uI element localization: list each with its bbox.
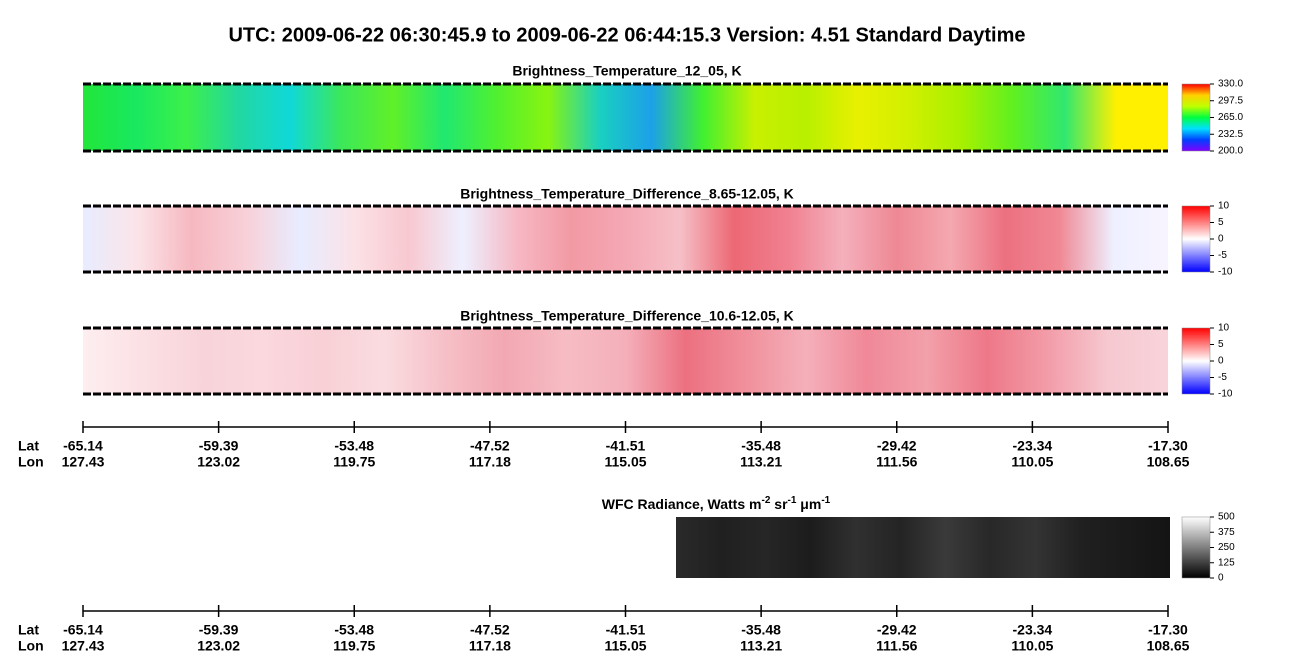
lat-tick-label: -35.48 [741, 438, 781, 454]
lon-tick-label: 119.75 [333, 638, 375, 654]
colorbar-tick-label: 330.0 [1218, 79, 1243, 90]
title-part: -1 [821, 495, 830, 506]
lon-tick-label: 110.05 [1011, 454, 1053, 470]
lon-tick-label: 123.02 [197, 638, 240, 654]
lon-tick-label: 115.05 [604, 638, 646, 654]
lat-tick-label: -41.51 [606, 622, 646, 638]
lon-tick-label: 117.18 [469, 454, 511, 470]
lat-tick-label: -53.48 [334, 438, 374, 454]
lon-tick-label: 110.05 [1011, 638, 1053, 654]
image-strip [676, 517, 1170, 578]
lon-tick-label: 117.18 [469, 638, 511, 654]
colorbar-tick-label: -10 [1218, 389, 1233, 400]
lat-tick-label: -47.52 [470, 438, 510, 454]
colorbar-tick-label: 10 [1218, 201, 1230, 212]
lon-tick-label: 123.02 [197, 454, 240, 470]
colorbar-tick-label: 250 [1218, 542, 1235, 553]
lat-tick-label: -23.34 [1013, 438, 1053, 454]
axis-row-label: Lon [18, 638, 44, 654]
colorbar-tick-label: 375 [1218, 527, 1235, 538]
lat-tick-label: -23.34 [1013, 622, 1053, 638]
colorbar-tick-label: 10 [1218, 323, 1230, 334]
lon-tick-label: 127.43 [62, 638, 105, 654]
lon-tick-label: 111.56 [876, 638, 917, 654]
lon-tick-label: 111.56 [876, 454, 917, 470]
title-part: sr [770, 496, 788, 512]
lon-tick-label: 108.65 [1147, 454, 1190, 470]
panel-title: Brightness_Temperature_Difference_8.65-1… [460, 186, 794, 202]
lon-tick-label: 113.21 [740, 454, 782, 470]
lon-tick-label: 119.75 [333, 454, 375, 470]
colorbar-tick-label: 5 [1218, 339, 1224, 350]
lat-tick-label: -29.42 [877, 622, 917, 638]
colorbar-tick-label: 500 [1218, 512, 1235, 523]
lat-tick-label: -29.42 [877, 438, 917, 454]
lat-tick-label: -59.39 [199, 622, 239, 638]
lat-tick-label: -65.14 [63, 438, 103, 454]
lat-tick-label: -65.14 [63, 622, 103, 638]
title-part: -2 [761, 495, 770, 506]
colorbar-tick-label: 232.5 [1218, 129, 1243, 140]
colorbar-tick-label: 125 [1218, 557, 1235, 568]
image-strip [83, 328, 1168, 394]
title-part: -1 [788, 495, 797, 506]
lon-tick-label: 115.05 [604, 454, 646, 470]
colorbar-tick-label: 265.0 [1218, 112, 1243, 123]
colorbar [1181, 516, 1211, 579]
lon-tick-label: 127.43 [62, 454, 105, 470]
axis-row-label: Lat [18, 622, 39, 638]
panel-title: WFC Radiance, Watts m-2 sr-1 μm-1 [602, 495, 831, 512]
lon-tick-label: 113.21 [740, 638, 782, 654]
lat-tick-label: -41.51 [606, 438, 646, 454]
title-part: μm [796, 496, 821, 512]
lat-tick-label: -47.52 [470, 622, 510, 638]
colorbar-tick-label: 0 [1218, 234, 1224, 245]
colorbar [1181, 205, 1211, 273]
lat-tick-label: -17.30 [1148, 622, 1188, 638]
lat-tick-label: -59.39 [199, 438, 239, 454]
colorbar-tick-label: 5 [1218, 217, 1224, 228]
colorbar-tick-label: 0 [1218, 573, 1224, 584]
lat-tick-label: -53.48 [334, 622, 374, 638]
colorbar-tick-label: 0 [1218, 356, 1224, 367]
colorbar-tick-label: -5 [1218, 250, 1227, 261]
colorbar-tick-label: -5 [1218, 372, 1227, 383]
title-part: WFC Radiance, Watts m [602, 496, 762, 512]
colorbar [1181, 83, 1211, 152]
axis-row-label: Lon [18, 454, 44, 470]
page-title: UTC: 2009-06-22 06:30:45.9 to 2009-06-22… [228, 24, 1025, 46]
colorbar-tick-label: -10 [1218, 267, 1233, 278]
lat-tick-label: -17.30 [1148, 438, 1188, 454]
panel-title: Brightness_Temperature_Difference_10.6-1… [460, 308, 794, 324]
colorbar-tick-label: 200.0 [1218, 146, 1243, 157]
colorbar-tick-label: 297.5 [1218, 95, 1243, 106]
axis-row-label: Lat [18, 438, 39, 454]
panel-title: Brightness_Temperature_12_05, K [512, 63, 741, 79]
lon-tick-label: 108.65 [1147, 638, 1190, 654]
lat-tick-label: -35.48 [741, 622, 781, 638]
colorbar [1181, 327, 1211, 395]
image-strip [83, 84, 1168, 151]
image-strip [83, 206, 1168, 272]
